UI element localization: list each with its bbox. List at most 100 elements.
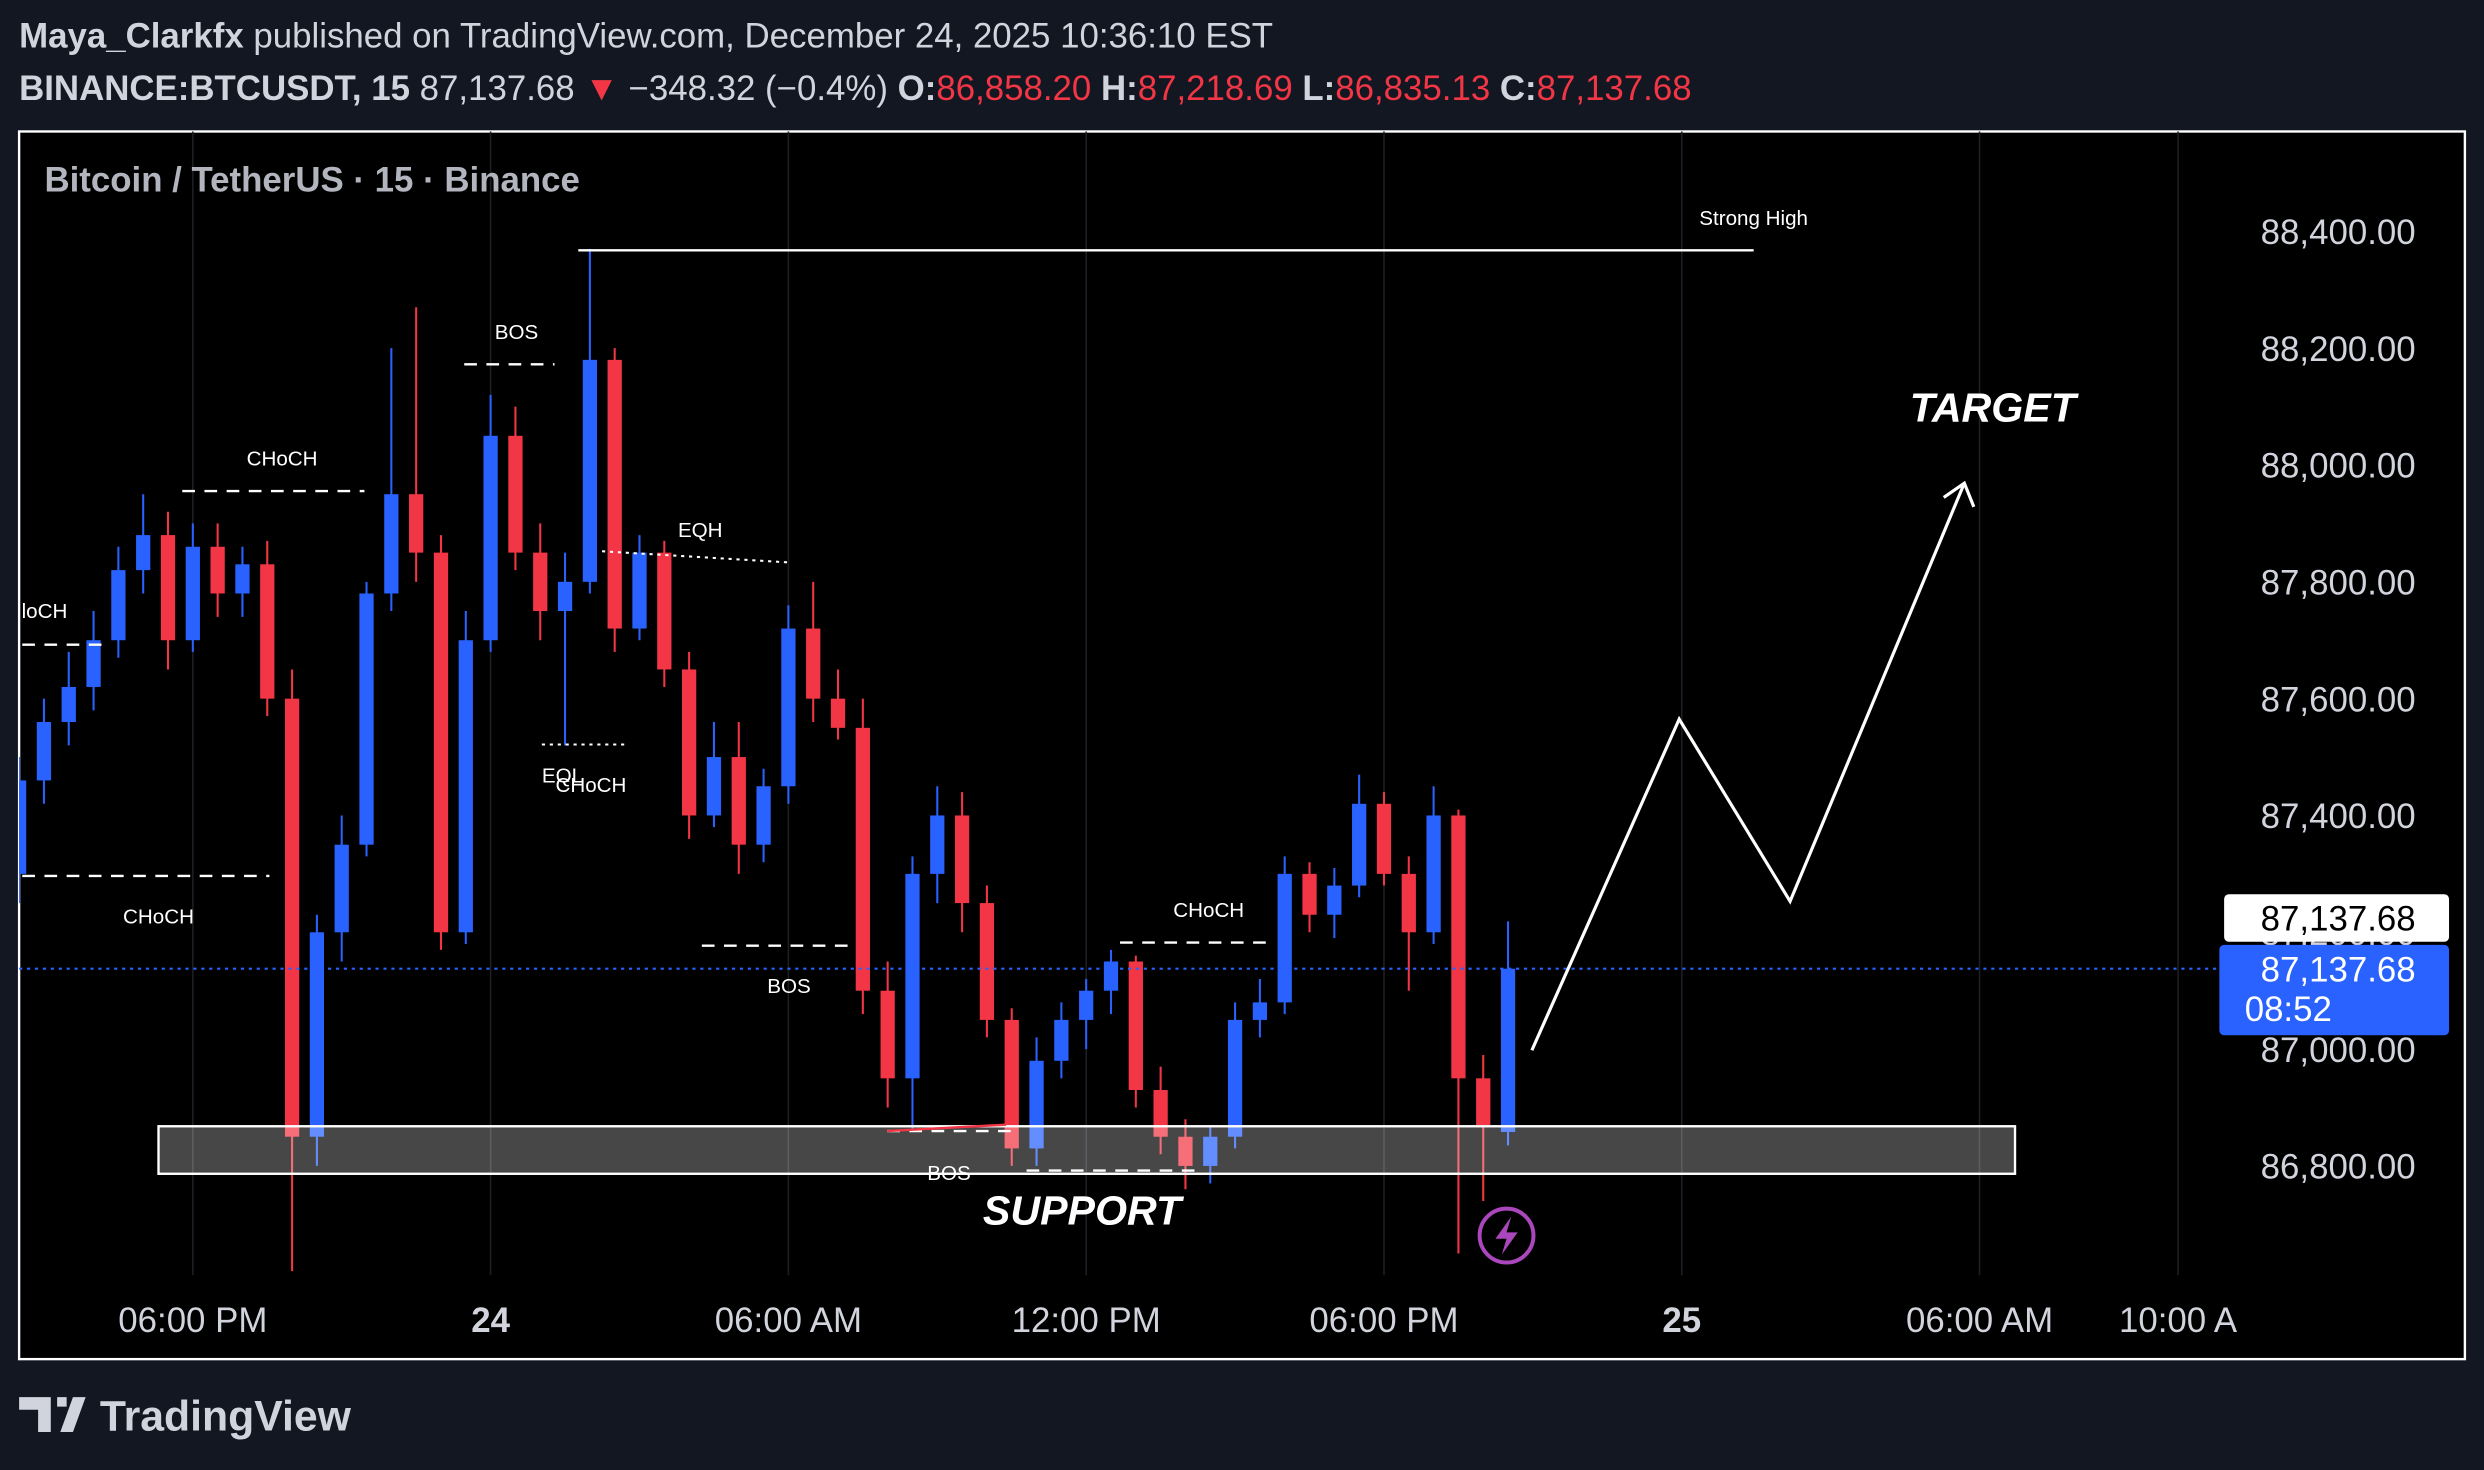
candle-body bbox=[1153, 1089, 1168, 1137]
y-tick-label: 88,400.00 bbox=[2261, 213, 2416, 252]
alert-bolt bbox=[1495, 1216, 1518, 1255]
x-tick-label: 06:00 PM bbox=[1309, 1301, 1458, 1340]
candle-body bbox=[1203, 1136, 1218, 1166]
author: Maya_Clarkfx bbox=[19, 17, 244, 56]
candle-body bbox=[855, 727, 870, 991]
support-zone bbox=[157, 1125, 2017, 1175]
annotation: CHoCH bbox=[556, 774, 627, 797]
ohlc-label: L: bbox=[1302, 69, 1335, 108]
ohlc-label: C: bbox=[1500, 69, 1537, 108]
candle-body bbox=[1376, 803, 1392, 874]
annotation: Strong High bbox=[1699, 207, 1808, 230]
logo-mark bbox=[19, 1397, 86, 1432]
candle-body bbox=[458, 640, 473, 933]
candle-body bbox=[954, 815, 970, 904]
annotation: BOS bbox=[927, 1162, 970, 1185]
x-tick-label: 12:00 PM bbox=[1012, 1301, 1161, 1340]
x-tick-label: 24 bbox=[471, 1301, 510, 1340]
candle-body bbox=[483, 435, 498, 641]
x-tick-label: 06:00 PM bbox=[118, 1301, 267, 1340]
candle-body bbox=[657, 552, 672, 670]
candle-body bbox=[557, 581, 573, 612]
annotation: EQH bbox=[678, 519, 723, 542]
candle-body bbox=[235, 564, 250, 594]
symbol: BINANCE:BTCUSDT, 15 bbox=[19, 69, 410, 108]
candle-body bbox=[210, 546, 225, 594]
candle-body bbox=[1277, 873, 1292, 1003]
candle-body bbox=[1451, 815, 1466, 1079]
ohlc-value: 87,218.69 bbox=[1138, 69, 1293, 108]
candles bbox=[19, 248, 2218, 1272]
candle-body bbox=[61, 686, 76, 723]
annotation: CHoCH bbox=[1173, 899, 1244, 922]
footer-logo: TradingView bbox=[19, 1392, 352, 1440]
x-tick-label: 10:00 A bbox=[2119, 1301, 2238, 1340]
candle-body bbox=[1004, 1019, 1019, 1149]
close-label: 87,137.68 bbox=[2261, 900, 2416, 939]
candle-body bbox=[632, 552, 647, 629]
ohlc-value: 86,858.20 bbox=[936, 69, 1091, 108]
candle-body bbox=[533, 552, 548, 612]
candle-body bbox=[1128, 961, 1143, 1090]
projection-path bbox=[1530, 482, 1966, 1051]
candle-body bbox=[359, 593, 374, 845]
candle-body bbox=[1252, 1002, 1268, 1020]
candle-body bbox=[136, 535, 151, 571]
candle-body bbox=[1054, 1019, 1069, 1061]
axes: 06:00 PM 24 06:00 AM 12:00 PM 06:00 PM 25 06:0… bbox=[118, 213, 2415, 1340]
annotation: CHoCH bbox=[123, 906, 194, 929]
candle-body bbox=[111, 570, 126, 641]
candle-body bbox=[1103, 961, 1119, 991]
x-tick-label: 25 bbox=[1662, 1301, 1701, 1340]
candle-body bbox=[260, 564, 275, 699]
countdown: 08:52 bbox=[2245, 990, 2332, 1029]
drawings: Strong High BOS CHoCH EQH loCH EQL CHoCH… bbox=[22, 207, 2080, 1265]
y-tick-label: 88,200.00 bbox=[2261, 330, 2416, 369]
alert-icon[interactable] bbox=[1477, 1206, 1536, 1265]
arrow: ▼ bbox=[584, 69, 618, 108]
candle-body bbox=[1401, 873, 1416, 933]
candle-body bbox=[706, 757, 722, 816]
brand: TradingView bbox=[100, 1392, 352, 1440]
candle-body bbox=[682, 669, 697, 816]
candle-body bbox=[806, 628, 821, 699]
ohlc-value: 87,137.68 bbox=[1537, 69, 1692, 108]
candle-body bbox=[309, 932, 325, 1137]
x-tick-label: 06:00 AM bbox=[1906, 1301, 2053, 1340]
candle-body bbox=[185, 546, 200, 641]
y-tick-label: 87,800.00 bbox=[2261, 563, 2416, 602]
target-label: TARGET bbox=[1910, 384, 2080, 430]
candle-body bbox=[1079, 990, 1094, 1020]
candle-body bbox=[880, 990, 895, 1079]
candle-body bbox=[160, 535, 176, 641]
candle-body bbox=[36, 722, 52, 781]
candle-body bbox=[1500, 968, 1516, 1132]
candle-body bbox=[582, 359, 597, 582]
projection-arrowhead bbox=[1942, 480, 1976, 508]
x-tick-label: 06:00 AM bbox=[715, 1301, 862, 1340]
ohlc-value: 86,835.13 bbox=[1335, 69, 1490, 108]
candle-body bbox=[409, 494, 424, 553]
candle-body bbox=[607, 359, 622, 629]
last: 87,137.68 bbox=[420, 69, 575, 108]
candle-body bbox=[19, 780, 27, 874]
candle-body bbox=[1302, 873, 1317, 915]
candle-body bbox=[731, 757, 746, 845]
candle-body bbox=[1476, 1078, 1491, 1126]
y-tick-label: 86,800.00 bbox=[2261, 1148, 2416, 1187]
symbol-line: BINANCE:BTCUSDT, 15 87,137.68 ▼ −348.32 … bbox=[19, 69, 1692, 108]
y-tick-label: 88,000.00 bbox=[2261, 447, 2416, 486]
candle-body bbox=[1352, 803, 1367, 886]
candle-body bbox=[508, 435, 523, 553]
candle-body bbox=[284, 698, 300, 1137]
candle-body bbox=[979, 903, 995, 1020]
ohlc-label: O: bbox=[898, 69, 937, 108]
candle-body bbox=[1227, 1019, 1243, 1137]
change: −348.32 (−0.4%) bbox=[629, 69, 888, 108]
candle-body bbox=[905, 873, 920, 1079]
sweep-line bbox=[887, 1123, 1007, 1133]
candle-body bbox=[384, 494, 399, 594]
